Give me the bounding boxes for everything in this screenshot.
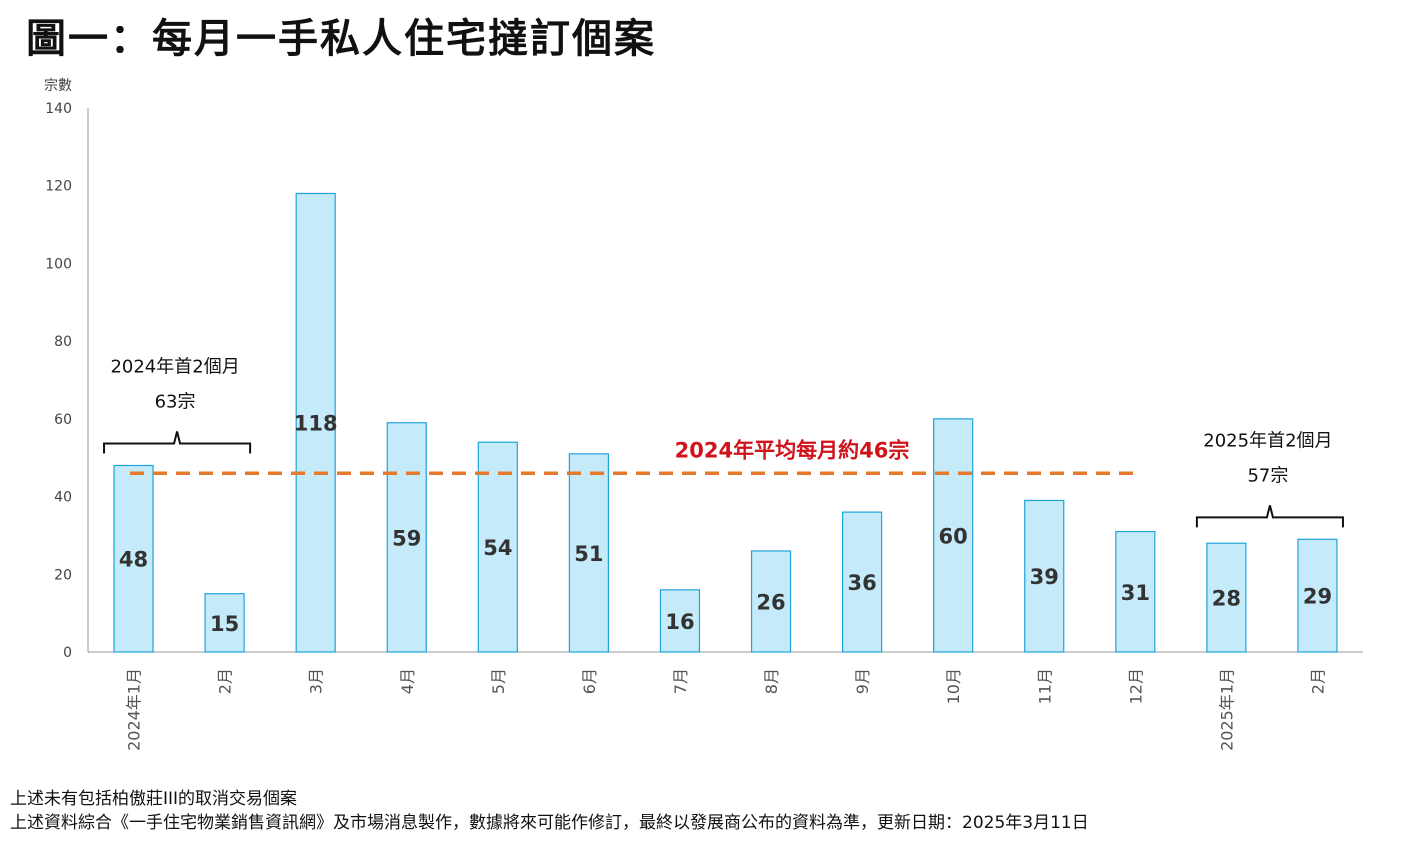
y-tick-label: 100 bbox=[45, 256, 72, 272]
y-tick-label: 140 bbox=[45, 101, 72, 117]
annotation-bracket bbox=[1195, 505, 1344, 528]
x-tick-label: 2月 bbox=[1308, 668, 1327, 694]
bar-value-label: 36 bbox=[847, 571, 876, 595]
annotation-line2: 63宗 bbox=[155, 391, 196, 412]
bar-value-label: 54 bbox=[483, 536, 512, 560]
y-tick-label: 40 bbox=[54, 490, 72, 506]
annotation-line2: 57宗 bbox=[1247, 465, 1288, 486]
bar bbox=[568, 453, 609, 653]
x-tick-label: 12月 bbox=[1126, 668, 1145, 704]
x-tick-label: 10月 bbox=[944, 668, 963, 704]
annotation-line1: 2025年首2個月 bbox=[1203, 430, 1332, 451]
bar-value-label: 39 bbox=[1030, 565, 1059, 589]
bar-value-label: 60 bbox=[939, 524, 968, 548]
bar-value-label: 118 bbox=[294, 412, 338, 436]
bar bbox=[113, 464, 154, 653]
bar bbox=[750, 550, 792, 653]
x-tick-label: 9月 bbox=[853, 668, 872, 694]
bar bbox=[1297, 538, 1338, 653]
bar bbox=[1024, 499, 1065, 653]
x-tick-label: 2月 bbox=[216, 668, 235, 694]
y-tick-label: 0 bbox=[63, 645, 72, 661]
bar-value-label: 15 bbox=[210, 612, 239, 636]
bar-value-label: 16 bbox=[665, 610, 694, 634]
x-tick-label: 6月 bbox=[580, 668, 599, 694]
bar-value-label: 51 bbox=[574, 542, 603, 566]
x-tick-label: 3月 bbox=[307, 668, 326, 694]
bar-value-label: 31 bbox=[1121, 581, 1150, 605]
bar-value-label: 59 bbox=[392, 526, 421, 550]
bar bbox=[842, 511, 883, 653]
bar bbox=[204, 593, 245, 653]
bar-value-label: 29 bbox=[1303, 585, 1332, 609]
y-tick-label: 60 bbox=[54, 412, 72, 428]
bar bbox=[477, 441, 518, 653]
chart-title: 圖一：每月一手私人住宅撻訂個案 bbox=[26, 16, 656, 62]
x-tick-label: 2025年1月 bbox=[1217, 668, 1236, 751]
footnotes: 上述未有包括柏傲莊III的取消交易個案 上述資料綜合《一手住宅物業銷售資訊網》及… bbox=[10, 787, 1089, 835]
y-axis-label: 宗數 bbox=[44, 78, 72, 94]
bar-value-label: 48 bbox=[119, 548, 148, 572]
footnote-1: 上述未有包括柏傲莊III的取消交易個案 bbox=[10, 789, 298, 809]
x-tick-label: 5月 bbox=[489, 668, 508, 694]
x-tick-label: 2024年1月 bbox=[125, 668, 144, 751]
average-label: 2024年平均每月約46宗 bbox=[675, 438, 910, 462]
bar bbox=[659, 589, 701, 653]
y-tick-label: 120 bbox=[45, 179, 72, 195]
x-tick-label: 7月 bbox=[671, 668, 690, 694]
x-tick-label: 8月 bbox=[762, 668, 781, 694]
bar-value-label: 28 bbox=[1212, 587, 1241, 611]
bar bbox=[1115, 530, 1156, 653]
bar bbox=[933, 418, 974, 653]
y-tick-label: 20 bbox=[54, 567, 72, 583]
x-tick-label: 11月 bbox=[1035, 668, 1054, 704]
bar bbox=[1206, 542, 1247, 653]
footnote-2: 上述資料綜合《一手住宅物業銷售資訊網》及市場消息製作，數據將來可能作修訂，最終以… bbox=[10, 813, 1089, 833]
bar bbox=[295, 192, 336, 653]
annotation-line1: 2024年首2個月 bbox=[110, 356, 239, 377]
bar-value-label: 26 bbox=[756, 590, 785, 614]
annotation-bracket bbox=[103, 431, 252, 454]
bar-chart: 宗數 0 20 40 60 80 100 120 140 48 2024年1月 15 2月 118 3月 59… bbox=[44, 78, 1363, 751]
x-tick-label: 4月 bbox=[398, 668, 417, 694]
y-tick-label: 80 bbox=[54, 334, 72, 350]
bar bbox=[386, 422, 427, 653]
